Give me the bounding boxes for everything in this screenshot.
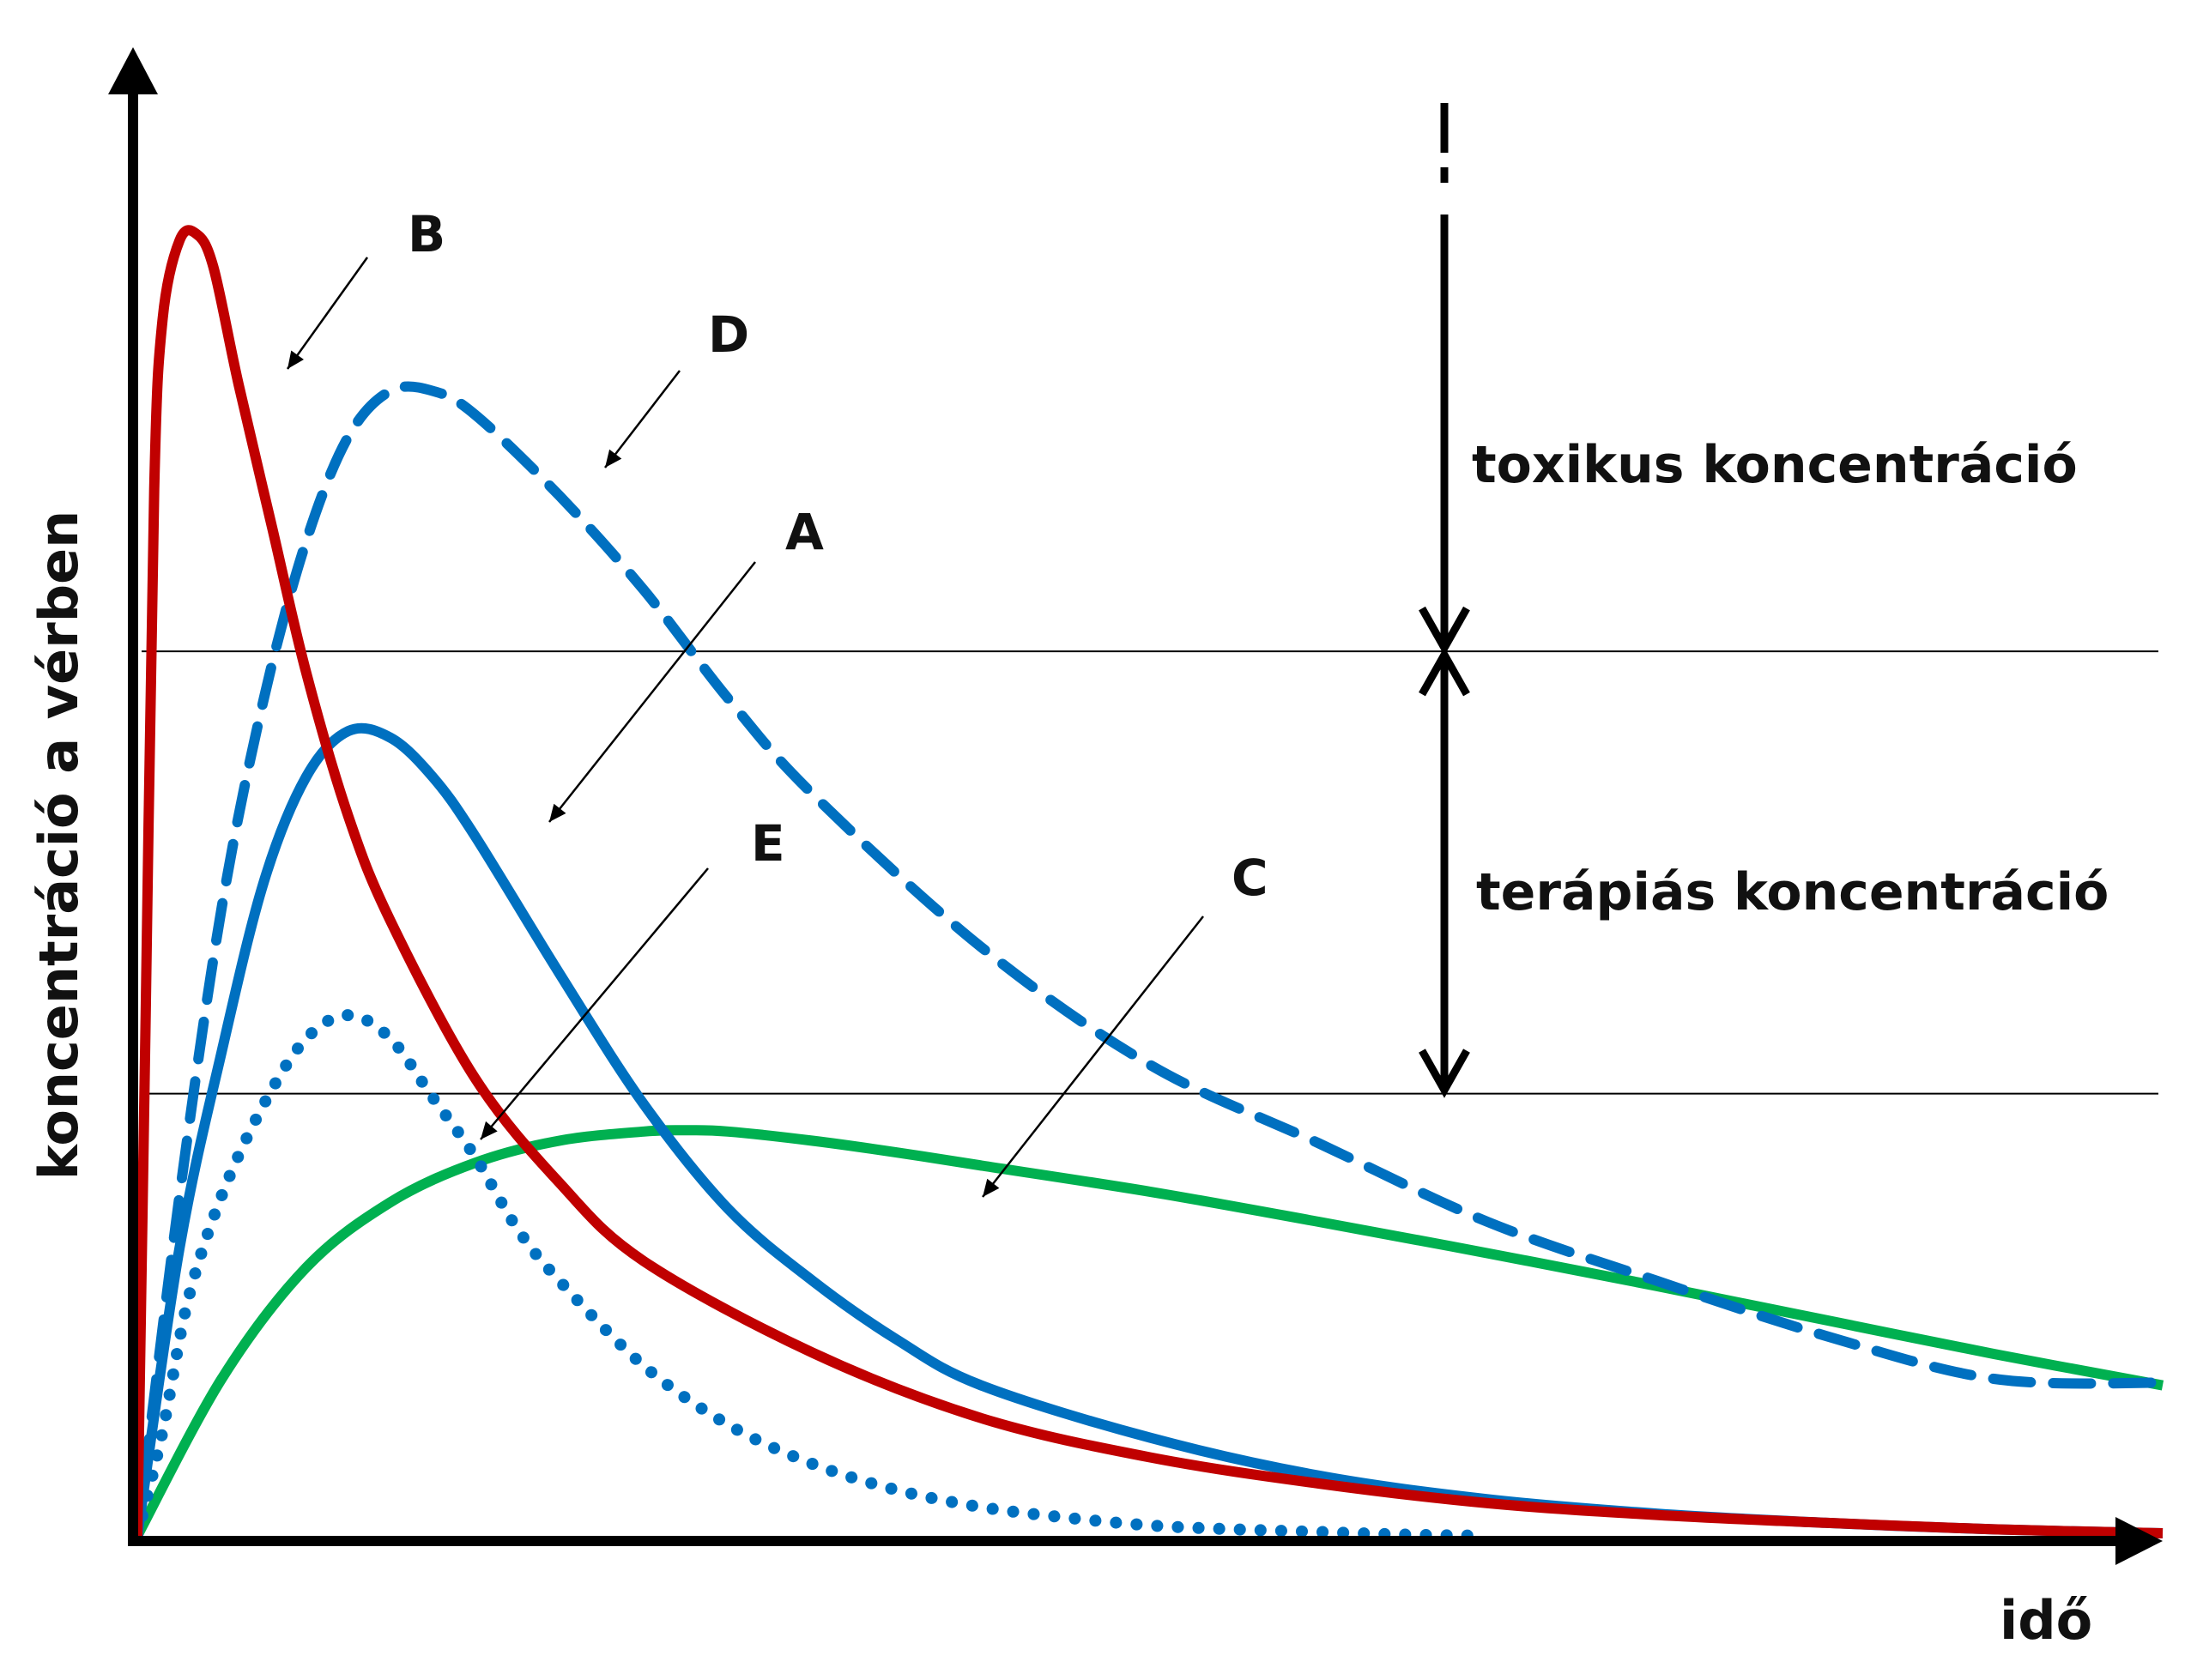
annotation-leader-A <box>548 561 756 823</box>
annotation-leader-B <box>286 257 369 370</box>
annotations: A B C D E <box>286 205 1268 1198</box>
annotation-leader-E <box>480 867 709 1140</box>
y-axis-label: koncentráció a vérben <box>27 511 90 1181</box>
series-line-D <box>132 381 2168 1541</box>
annotation-arrowhead-E <box>481 1121 498 1139</box>
range-arrowhead-therapeutic-up <box>1419 646 1470 697</box>
annotation-leader-D <box>604 370 681 468</box>
x-axis-label: idő <box>2000 1589 2092 1652</box>
annotation-arrowhead-A <box>549 803 566 822</box>
annotation-label-E: E <box>751 814 785 873</box>
annotation-label-B: B <box>408 205 445 263</box>
annotation-arrowhead-B <box>287 350 304 369</box>
series-line-C <box>132 1125 2164 1538</box>
annotation-label-D: D <box>708 305 749 364</box>
annotation-arrowhead-D <box>605 449 622 468</box>
concentration-range-marker: toxikus koncentráció terápiás koncentrác… <box>1419 103 2109 1098</box>
axes: idő koncentráció a vérben <box>27 47 2163 1652</box>
threshold-lines <box>142 650 2158 1095</box>
series-line-B <box>132 225 2164 1538</box>
range-label-toxic: toxikus koncentráció <box>1472 435 2078 495</box>
annotation-arrowhead-C <box>983 1178 1000 1197</box>
series-line-A <box>132 722 2164 1538</box>
x-axis-arrowhead <box>2115 1517 2163 1565</box>
y-axis-arrowhead <box>108 47 158 94</box>
range-label-therapeutic: terápiás koncentráció <box>1476 862 2109 922</box>
series-lines <box>131 225 2168 1542</box>
annotation-leader-C <box>982 916 1204 1198</box>
range-arrowhead-therapeutic-down <box>1419 1048 1470 1098</box>
annotation-label-C: C <box>1232 849 1268 907</box>
series-line-E <box>131 1009 1494 1542</box>
annotation-label-A: A <box>785 503 824 561</box>
